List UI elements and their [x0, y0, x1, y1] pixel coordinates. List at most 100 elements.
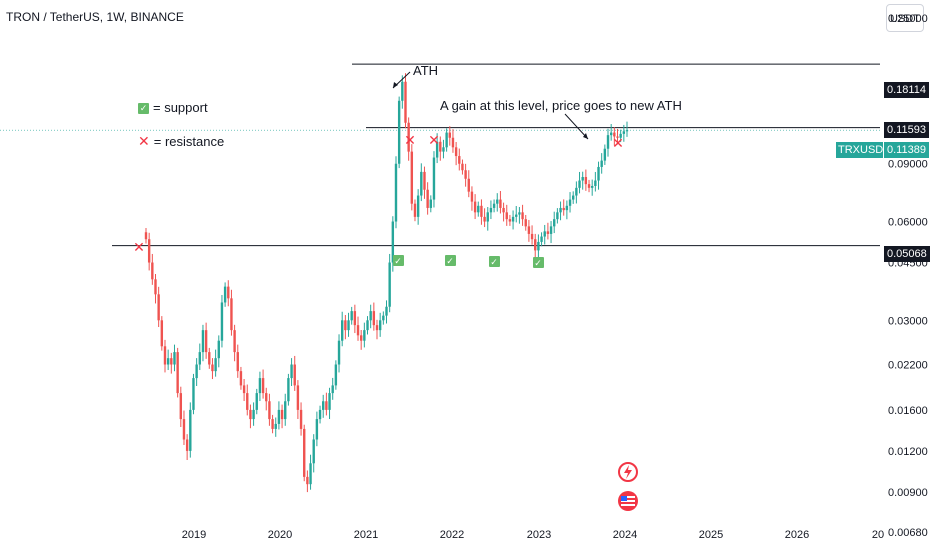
candle-body [214, 358, 217, 372]
candle-body [296, 385, 300, 410]
candle-body [334, 364, 338, 386]
x-tick-label: 2021 [354, 529, 378, 541]
resistance-x-mark: ✕ [428, 133, 440, 149]
x-tick-label: 2025 [699, 529, 723, 541]
candle-body [448, 132, 451, 138]
candle-body [534, 239, 537, 251]
candle-body [587, 184, 591, 188]
current-price-label: 0.11389 [884, 142, 929, 158]
candle-body [489, 207, 493, 213]
candle-body [477, 205, 480, 213]
candle-body [521, 212, 524, 220]
candle-body [366, 320, 369, 331]
x-tick-label: 20 [872, 529, 884, 541]
candle-body [154, 279, 157, 295]
symbol-title: TRON / TetherUS, 1W, BINANCE [6, 10, 184, 24]
candle-body [204, 330, 208, 353]
candle-body [166, 358, 170, 365]
candle-body [581, 177, 584, 181]
candle-body [185, 439, 189, 451]
candle-body [594, 180, 597, 186]
candle-body [258, 378, 262, 394]
candle-body [230, 298, 233, 331]
x-tick-label: 2023 [527, 529, 551, 541]
candle-body [524, 219, 527, 227]
candle-body [590, 185, 594, 188]
candle-body [420, 171, 423, 196]
candle-body [470, 191, 474, 202]
candle-body [597, 166, 600, 181]
candle-body [397, 100, 401, 164]
candle-body [182, 419, 186, 440]
candle-body [515, 214, 518, 217]
candle-body [559, 207, 562, 213]
ath-arrowhead [393, 82, 398, 88]
candle-body [208, 352, 211, 365]
candle-body [173, 352, 176, 365]
candle-body [306, 476, 309, 485]
x-tick-label: 2020 [268, 529, 292, 541]
candle-body [340, 320, 344, 341]
candle-body [176, 352, 179, 394]
candle-body [220, 302, 224, 341]
candle-body [337, 340, 341, 365]
candle-body [416, 195, 420, 217]
candle-body [401, 81, 404, 101]
candle-body [606, 135, 610, 149]
candle-body [486, 212, 489, 222]
candle-body [223, 286, 227, 303]
candle-body [619, 133, 622, 138]
candle-body [195, 364, 198, 379]
candle-body [151, 262, 154, 280]
x-tick-label: 2019 [182, 529, 206, 541]
resistance-x-mark: ✕ [612, 136, 624, 152]
candle-body [505, 212, 508, 220]
candle-body [413, 203, 417, 217]
candle-body [293, 364, 296, 386]
candle-body [261, 378, 265, 394]
candle-body [464, 170, 467, 179]
candle-body [299, 409, 303, 429]
candle-body [451, 137, 455, 148]
symbol-price-label: TRXUSDT [836, 142, 890, 158]
candle-body [239, 371, 243, 386]
candle-body [347, 320, 350, 331]
support-check-mark [533, 257, 544, 268]
candle-body [303, 428, 306, 477]
candle-body [375, 325, 379, 331]
candle-body [265, 393, 268, 402]
candle-body [511, 216, 515, 222]
candle-body [201, 330, 205, 353]
currency-button[interactable]: USDT [886, 4, 924, 32]
candle-body [372, 311, 376, 326]
candle-body [144, 232, 148, 240]
resistance-x-icon: ✕ [138, 133, 150, 149]
candle-body [445, 132, 448, 148]
resistance-x-mark: ✕ [404, 133, 416, 149]
candle-body [537, 241, 540, 251]
candle-body [325, 401, 328, 410]
candle-body [382, 315, 385, 321]
candle-body [435, 141, 439, 158]
ath-annotation: ATH [413, 63, 439, 78]
us-flag-icon[interactable] [618, 491, 638, 511]
y-tick-label: 0.01600 [888, 405, 928, 417]
candle-body [572, 195, 575, 200]
candle-body [163, 346, 167, 365]
candle-body [556, 212, 559, 220]
flash-icon[interactable] [618, 462, 638, 482]
candle-body [553, 219, 556, 227]
candle-body [429, 199, 433, 208]
candle-body [271, 419, 274, 429]
candle-body [483, 216, 486, 222]
candle-body [189, 409, 192, 451]
candle-body [527, 226, 531, 234]
candle-body [625, 130, 629, 132]
x-tick-label: 2026 [785, 529, 809, 541]
candle-body [461, 163, 464, 171]
candle-body [562, 207, 565, 211]
support-check-glyph: ✓ [446, 257, 454, 267]
candle-body [274, 423, 277, 429]
candle-body [603, 148, 607, 161]
